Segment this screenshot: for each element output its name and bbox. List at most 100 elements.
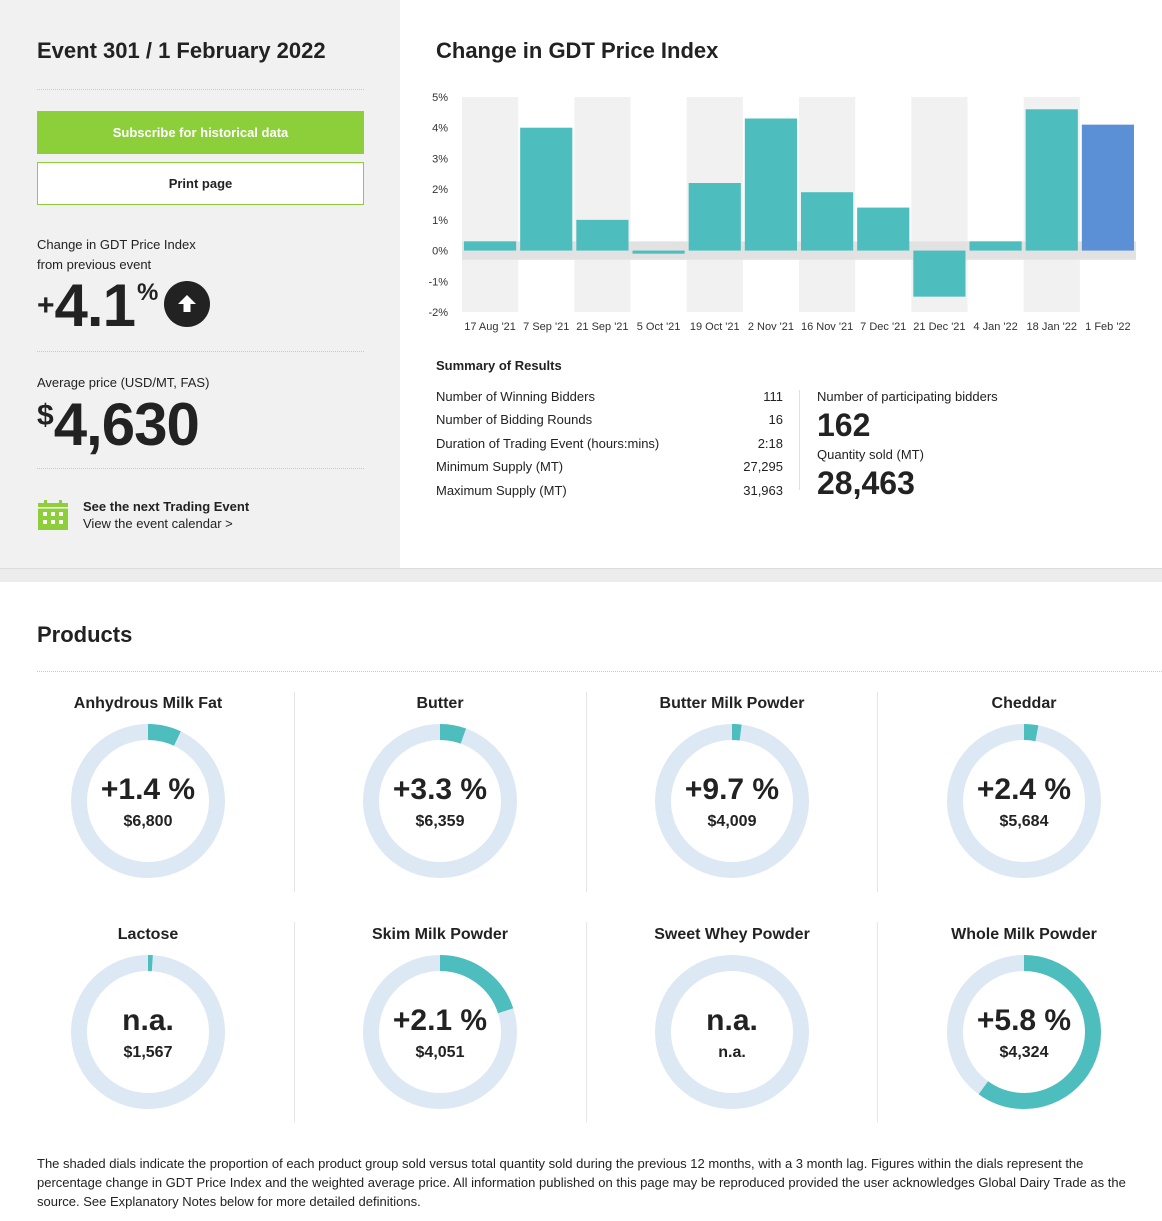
product-price: $6,359 xyxy=(415,813,465,830)
dial-share-arc xyxy=(947,955,1101,1109)
summary-highlights: Number of participating bidders 162 Quan… xyxy=(817,387,998,501)
bar-2[interactable] xyxy=(576,219,629,251)
products-footnote: The shaded dials indicate the proportion… xyxy=(37,1156,1126,1209)
x-tick-label: 2 Nov '21 xyxy=(748,321,794,333)
change-value: 4.1 xyxy=(54,272,136,339)
dial-share-arc xyxy=(363,955,517,1109)
x-tick-label: 19 Oct '21 xyxy=(690,321,740,333)
bar-9[interactable] xyxy=(969,241,1022,251)
summary-row: Duration of Trading Event (hours:mins) 2:… xyxy=(436,434,783,457)
products-title: Products xyxy=(37,622,133,647)
bar-1[interactable] xyxy=(520,127,573,251)
product-card[interactable]: Cheddar +2.4 % $5,684 xyxy=(913,695,1162,895)
next-event-link[interactable]: See the next Trading Event View the even… xyxy=(37,498,249,532)
quantity-sold-value: 28,463 xyxy=(817,465,915,501)
summary-row-label: Maximum Supply (MT) xyxy=(436,482,567,498)
x-tick-label: 7 Dec '21 xyxy=(860,321,906,333)
product-dial xyxy=(655,724,809,878)
product-price: $5,684 xyxy=(999,813,1049,830)
summary-divider xyxy=(799,390,800,490)
summary-table: Number of Winning Bidders 111 Number of Bi… xyxy=(436,387,783,504)
product-price: $4,051 xyxy=(415,1044,465,1061)
change-sign: + xyxy=(37,289,55,322)
product-name: Butter xyxy=(416,695,464,712)
avg-price: $ 4,630 xyxy=(37,391,200,458)
section-divider-band xyxy=(0,568,1162,582)
next-event-text: See the next Trading Event View the even… xyxy=(83,498,249,532)
y-tick-label: 0% xyxy=(432,246,448,258)
product-change: +3.3 % xyxy=(392,773,488,806)
dial-share-arc xyxy=(71,724,225,878)
bar-4[interactable] xyxy=(688,183,741,251)
product-card[interactable]: Skim Milk Powder +2.1 % $4,051 xyxy=(329,926,621,1126)
summary-row-value: 31,963 xyxy=(743,482,783,498)
product-name: Sweet Whey Powder xyxy=(654,926,810,943)
y-tick-label: -2% xyxy=(428,307,448,319)
print-page-button[interactable]: Print page xyxy=(37,162,364,205)
x-tick-label: 5 Oct '21 xyxy=(637,321,681,333)
dial-share-arc xyxy=(947,724,1101,878)
product-name: Skim Milk Powder xyxy=(371,926,509,943)
dial-share-arc xyxy=(363,724,517,878)
divider xyxy=(37,351,364,352)
y-tick-label: 3% xyxy=(432,153,448,165)
x-tick-label: 18 Jan '22 xyxy=(1027,321,1077,333)
product-change: +2.1 % xyxy=(392,1004,488,1037)
column-band xyxy=(574,97,631,312)
product-change: n.a. xyxy=(122,1004,174,1037)
product-dial xyxy=(655,955,809,1109)
product-price: n.a. xyxy=(718,1044,746,1061)
product-price: $6,800 xyxy=(123,813,173,830)
product-dial xyxy=(71,955,225,1109)
column-band xyxy=(462,97,519,312)
bar-0[interactable] xyxy=(464,241,517,251)
summary-row: Number of Bidding Rounds 16 xyxy=(436,410,783,433)
quantity-sold-label: Quantity sold (MT) xyxy=(817,447,924,462)
y-tick-label: 5% xyxy=(432,92,448,104)
summary-title: Summary of Results xyxy=(436,358,562,373)
chart-title: Change in GDT Price Index xyxy=(436,38,719,63)
event-calendar-link[interactable]: View the event calendar > xyxy=(83,516,233,531)
summary-row-value: 111 xyxy=(763,389,783,404)
x-tick-label: 1 Feb '22 xyxy=(1085,321,1131,333)
zero-band xyxy=(462,241,1136,260)
bar-11[interactable] xyxy=(1081,124,1134,251)
subscribe-button[interactable]: Subscribe for historical data xyxy=(37,111,364,154)
summary-row: Number of Winning Bidders 111 xyxy=(436,387,783,410)
bar-10[interactable] xyxy=(1025,109,1078,251)
event-summary-section: Event 301 / 1 February 2022 Subscribe fo… xyxy=(0,0,1162,568)
product-name: Cheddar xyxy=(991,695,1057,712)
product-card[interactable]: Butter +3.3 % $6,359 xyxy=(329,695,621,895)
product-card[interactable]: Lactose n.a. $1,567 xyxy=(37,926,329,1126)
summary-row: Minimum Supply (MT) 27,295 xyxy=(436,457,783,480)
product-dial xyxy=(71,724,225,878)
product-card[interactable]: Butter Milk Powder +9.7 % $4,009 xyxy=(621,695,913,895)
change-label-line-2: from previous event xyxy=(37,257,152,272)
product-dial xyxy=(947,724,1101,878)
product-separator xyxy=(586,922,587,1122)
avg-price-currency: $ xyxy=(37,399,54,432)
bar-5[interactable] xyxy=(744,118,797,251)
dial-share-arc xyxy=(71,955,225,1109)
bar-6[interactable] xyxy=(801,192,854,251)
product-change: +2.4 % xyxy=(976,773,1072,806)
summary-row-value: 2:18 xyxy=(757,435,783,451)
bar-3[interactable] xyxy=(632,250,685,254)
product-card[interactable]: Whole Milk Powder +5.8 % $4,324 xyxy=(913,926,1162,1126)
event-title: Event 301 / 1 February 2022 xyxy=(37,38,326,63)
product-card[interactable]: Sweet Whey Powder n.a. n.a. xyxy=(621,926,913,1126)
summary-row-label: Minimum Supply (MT) xyxy=(436,459,564,475)
summary-row-label: Number of Winning Bidders xyxy=(436,389,595,404)
bar-7[interactable] xyxy=(857,207,910,251)
y-tick-label: 1% xyxy=(432,215,448,227)
avg-price-value: 4,630 xyxy=(53,391,200,458)
y-tick-label: 2% xyxy=(432,184,448,196)
product-separator xyxy=(294,922,295,1122)
divider xyxy=(37,89,364,90)
product-change: +9.7 % xyxy=(684,773,780,806)
product-name: Butter Milk Powder xyxy=(659,695,805,712)
avg-price-label: Average price (USD/MT, FAS) xyxy=(37,375,210,390)
bar-8[interactable] xyxy=(913,250,966,297)
product-card[interactable]: Anhydrous Milk Fat +1.4 % $6,800 xyxy=(37,695,329,895)
change-unit: % xyxy=(136,279,159,306)
